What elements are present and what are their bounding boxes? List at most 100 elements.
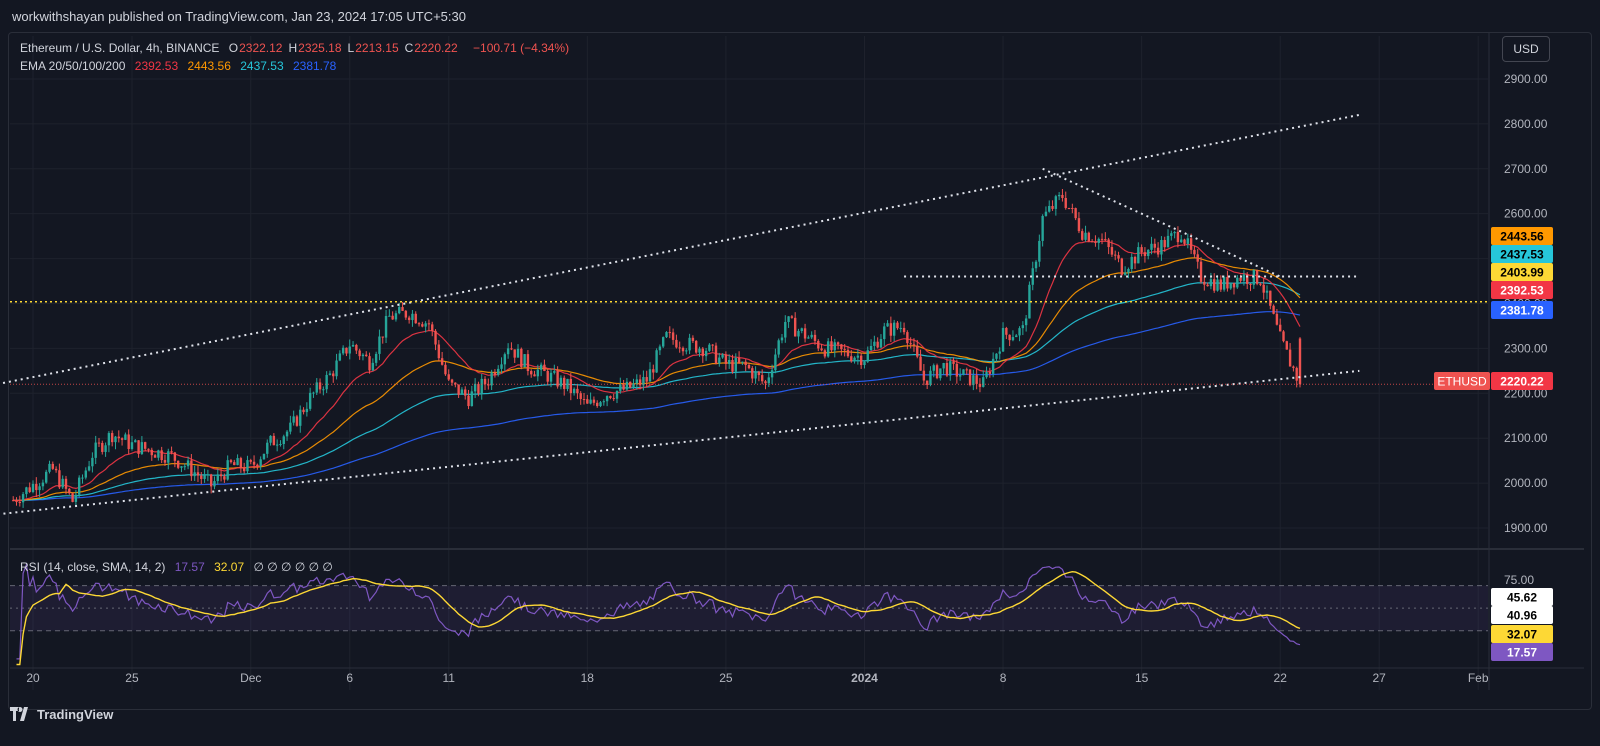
price-label-text: 2220.22 (1500, 375, 1544, 389)
candle-body (599, 402, 602, 407)
candle-body (487, 384, 490, 386)
candle-body (279, 444, 282, 446)
candle-body (1087, 232, 1091, 242)
candle-body (711, 344, 714, 346)
candle-body (635, 379, 639, 384)
candle-body (780, 337, 784, 341)
candle-body (1183, 239, 1186, 244)
ema-legend[interactable]: EMA 20/50/100/200 2392.53 2443.56 2437.5… (20, 59, 342, 73)
candle-body (1100, 238, 1104, 240)
candle-body (21, 494, 25, 503)
candle-body (662, 337, 665, 347)
candle-body (381, 336, 384, 338)
candle-body (850, 356, 853, 362)
symbol-legend[interactable]: Ethereum / U.S. Dollar, 4h, BINANCE O232… (20, 41, 575, 55)
ohlc-key: C (404, 41, 414, 55)
candle-body (721, 354, 724, 358)
candle-body (932, 365, 935, 371)
candle-body (190, 460, 193, 477)
candle-body (239, 458, 243, 469)
candle-body (1242, 274, 1246, 281)
time-tick-label: 18 (581, 671, 595, 685)
candle-body (962, 369, 965, 376)
candle-body (1186, 238, 1190, 244)
candle-body (124, 434, 127, 440)
candle-body (434, 330, 437, 345)
candle-body (734, 357, 737, 372)
currency-button[interactable]: USD (1502, 36, 1550, 62)
candle-body (424, 323, 427, 327)
candle-body (242, 468, 246, 472)
candle-body (282, 436, 285, 445)
candle-body (1038, 240, 1041, 262)
candle-body (322, 389, 325, 391)
candle-body (718, 357, 721, 364)
candle-body (1216, 279, 1219, 291)
trendline-channel-lower (0, 369, 1360, 516)
candle-body (767, 377, 770, 384)
publisher-line: workwithshayan published on TradingView.… (12, 9, 466, 24)
candle-body (464, 389, 467, 396)
ohlc-value: 2322.12 (239, 41, 283, 55)
candle-body (1262, 284, 1265, 293)
candle-body (500, 364, 503, 369)
price-label-bg (1491, 301, 1553, 319)
candle-body (784, 321, 787, 338)
candle-body (1117, 255, 1120, 259)
candle-body (84, 470, 87, 478)
candle-body (698, 348, 701, 353)
candle-body (533, 374, 536, 377)
candle-body (460, 389, 464, 395)
ema50-value: 2443.56 (187, 59, 231, 73)
candle-body (724, 354, 728, 364)
candle-body (688, 337, 691, 351)
candle-body (1288, 349, 1292, 367)
rsi-tick-label: 75.00 (1504, 573, 1534, 587)
candle-body (1226, 276, 1229, 289)
candle-body (916, 345, 919, 357)
candle-body (1061, 194, 1064, 198)
candle-body (1147, 249, 1150, 256)
candle-body (180, 466, 183, 468)
candle-body (213, 481, 216, 487)
candle-body (790, 316, 794, 318)
candle-body (160, 450, 163, 461)
candle-body (1265, 290, 1269, 293)
time-tick-label: 27 (1373, 671, 1387, 685)
candle-body (879, 339, 883, 348)
symbol-tag-bg (1434, 372, 1490, 390)
candle-body (137, 440, 140, 454)
candle-body (130, 442, 134, 449)
ema200-line (13, 311, 1301, 501)
candle-body (988, 371, 992, 374)
candle-body (1140, 247, 1143, 253)
candle-body (157, 450, 160, 458)
candle-body (731, 359, 734, 372)
candle-body (203, 475, 206, 479)
tradingview-brand[interactable]: TradingView (10, 704, 113, 724)
candle-body (800, 328, 803, 331)
candle-body (41, 482, 45, 487)
price-label-bg (1491, 263, 1553, 281)
candle-body (968, 369, 972, 386)
candle-body (447, 374, 450, 380)
candle-body (186, 460, 190, 467)
rsi-legend[interactable]: RSI (14, close, SMA, 14, 2) 17.57 32.07 … (20, 560, 339, 574)
ema200-value: 2381.78 (292, 59, 337, 73)
ohlc-key: O (228, 41, 239, 55)
candle-body (1011, 337, 1015, 341)
candle-body (1018, 328, 1021, 336)
candle-body (351, 344, 355, 347)
candle-body (48, 463, 51, 472)
candle-body (817, 340, 820, 349)
candle-body (1236, 277, 1239, 288)
candle-body (770, 370, 774, 378)
price-label-tag: 2443.56 (1491, 227, 1553, 245)
price-label-tag: 2392.53 (1491, 281, 1553, 299)
candle-body (444, 364, 447, 375)
candle-body (1160, 239, 1163, 255)
candle-body (612, 398, 615, 400)
ohlc-value: 2220.22 (414, 41, 458, 55)
candle-body (262, 453, 266, 460)
